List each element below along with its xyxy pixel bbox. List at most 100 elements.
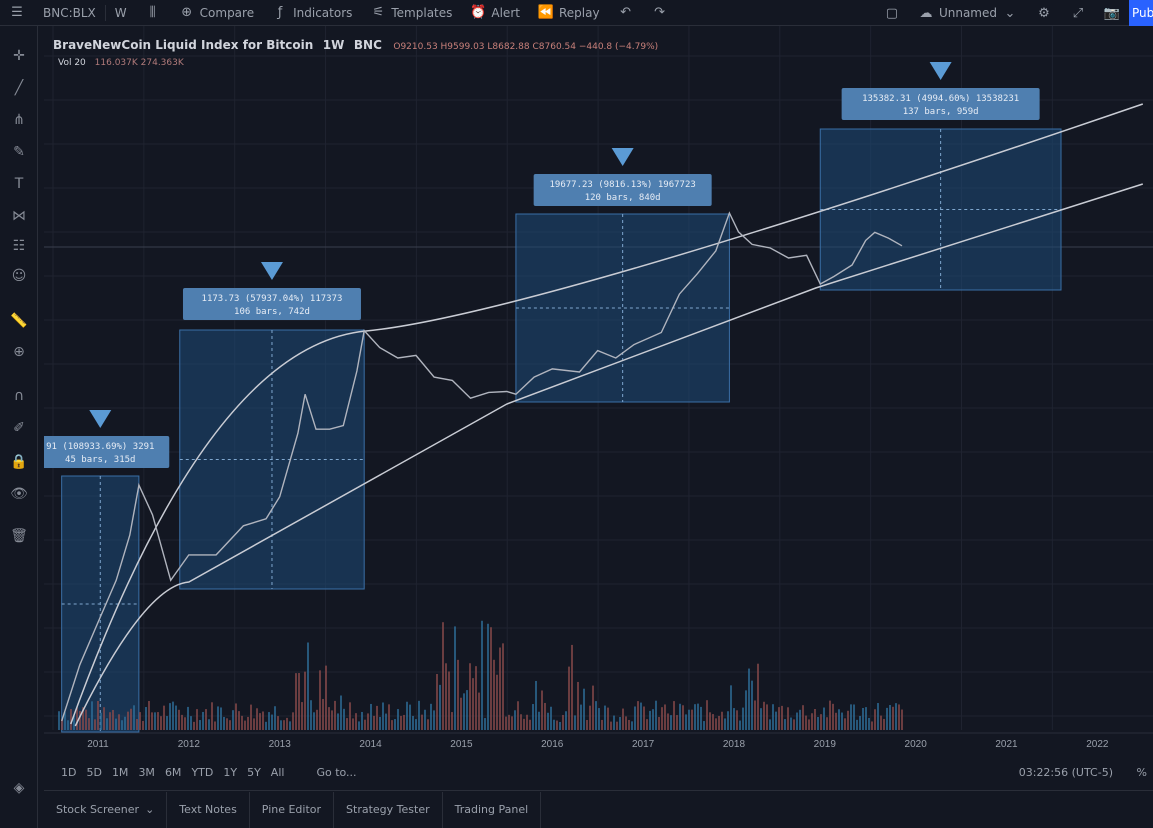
volume-bar [496,674,498,730]
volume-bar [706,700,708,730]
price-chart[interactable]: 91 (108933.69%) 3291 45 bars, 315d 1173.73… [44,26,1153,757]
pencil-lock-icon[interactable]: ✐ [13,420,25,436]
volume-bar [886,707,888,730]
volume-bar [220,707,222,730]
snapshot-button[interactable]: 📷 [1095,0,1129,26]
volume-bar [262,711,264,730]
price-series-line [61,211,903,722]
undo-button[interactable]: ↶ [609,0,643,26]
volume-bar [679,703,681,730]
layout-toggle-button[interactable]: ▢ [875,0,909,26]
x-tick-label: 2011 [87,739,109,750]
volume-bar [880,715,882,730]
x-tick-label: 2021 [995,739,1018,750]
volume-bar [337,713,339,730]
top-toolbar-right: ▢ ☁ Unnamed ⌄ ⚙ ⤢ 📷 Pub [875,0,1153,26]
gear-icon: ⚙ [1038,5,1050,21]
chevron-down-icon: ⌄ [1004,5,1016,21]
volume-bar [736,710,738,730]
volume-bar [811,713,813,730]
menu-button[interactable]: ☰ [0,0,34,26]
chart-style-button[interactable]: ⫼ [136,0,170,26]
volume-bar [355,713,357,730]
fullscreen-button[interactable]: ⤢ [1061,0,1095,26]
volume-bar [580,704,582,730]
measure-label-box [533,174,712,206]
lock-icon[interactable]: 🔒 [10,454,28,470]
settings-button[interactable]: ⚙ [1027,0,1061,26]
tab-pine-editor[interactable]: Pine Editor [250,791,335,828]
volume-bar [601,719,603,730]
indicators-button[interactable]: ƒ Indicators [263,0,361,26]
layout-name-button[interactable]: ☁ Unnamed ⌄ [909,0,1027,26]
volume-bar [619,717,621,730]
eye-icon[interactable]: 👁 [10,486,28,502]
volume-bar [556,720,558,730]
volume-bar [538,711,540,730]
alert-button[interactable]: ⏰ Alert [461,0,529,26]
brush-icon[interactable]: ✎ [13,144,25,160]
tab-strategy-tester[interactable]: Strategy Tester [334,791,443,828]
interval-button[interactable]: W [106,0,136,26]
templates-button[interactable]: ⚟ Templates [361,0,461,26]
crosshair-icon[interactable]: ✛ [13,48,25,64]
chevron-down-icon: ⌄ [145,803,155,816]
range-6m[interactable]: 6M [164,765,182,779]
publish-button[interactable]: Pub [1129,0,1153,26]
range-all[interactable]: All [270,765,285,779]
tab-stock-screener[interactable]: Stock Screener ⌄ [44,791,168,828]
volume-bar [73,715,75,730]
compare-button[interactable]: ⊕ Compare [170,0,263,26]
range-5y[interactable]: 5Y [247,765,261,779]
tab-trading-panel[interactable]: Trading Panel [443,791,542,828]
volume-bar [148,700,150,730]
volume-bar [673,701,675,730]
volume-bar [358,721,360,730]
fib-tool-icon[interactable]: ⋔ [13,112,25,128]
clock-timezone[interactable]: 03:22:56 (UTC-5) [1018,766,1113,779]
volume-bar [787,707,789,730]
measure-label-box [841,88,1040,120]
magnet-icon[interactable]: ∩ [13,388,25,404]
prediction-icon[interactable]: ☷ [12,238,26,254]
measure-label-box [182,288,361,320]
percent-toggle[interactable]: % [1136,766,1147,779]
volume-bar [628,719,630,730]
volume-bar [442,622,444,730]
redo-button[interactable]: ↷ [643,0,677,26]
volume-bar [568,666,570,730]
ruler-icon[interactable]: 📏 [10,313,28,329]
pattern-icon[interactable]: ⋈ [12,208,26,224]
volume-bar [157,712,159,730]
volume-bar [394,719,396,730]
volume-bar [637,701,639,730]
volume-bar [898,704,900,730]
range-1m[interactable]: 1M [111,765,129,779]
drawing-toolbar: ✛ ╱ ⋔ ✎ T ⋈ ☷ ☺ 📏 ⊕ ∩ ✐ 🔒 👁 🗑 ◈ [0,26,38,828]
range-1d[interactable]: 1D [61,765,77,779]
divider [104,4,106,21]
object-tree-icon[interactable]: ◈ [13,780,25,796]
tab-text-notes[interactable]: Text Notes [167,791,250,828]
goto-button[interactable]: Go to... [316,765,357,779]
range-1y[interactable]: 1Y [223,765,238,779]
volume-bar [283,720,285,730]
range-3m[interactable]: 3M [138,765,155,779]
volume-bar [820,714,822,730]
tab-label: Trading Panel [454,803,529,816]
replay-button[interactable]: ⏪ Replay [529,0,609,26]
volume-bar [847,710,849,730]
volume-bar [97,700,99,730]
symbol-search[interactable]: BNC:BLX [34,0,105,26]
text-tool-icon[interactable]: T [14,176,24,192]
trash-icon[interactable]: 🗑 [10,528,28,544]
trend-line-icon[interactable]: ╱ [14,80,24,96]
down-arrow-marker [260,262,283,280]
volume-bar [511,716,513,730]
range-5d[interactable]: 5D [86,765,102,779]
emoji-icon[interactable]: ☺ [11,268,27,284]
volume-bar [367,713,369,730]
range-ytd[interactable]: YTD [191,765,214,779]
zoom-icon[interactable]: ⊕ [13,344,25,360]
volume-bar [454,626,456,730]
